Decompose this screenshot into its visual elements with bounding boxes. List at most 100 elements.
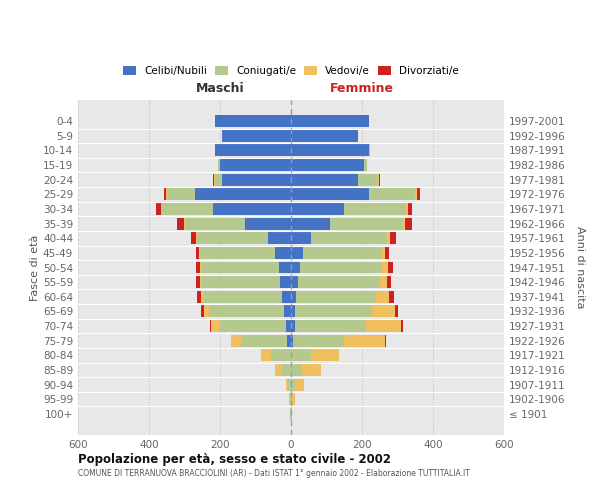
Bar xyxy=(408,203,412,215)
Bar xyxy=(200,247,275,259)
Bar xyxy=(200,276,202,288)
Bar xyxy=(291,232,311,244)
Bar xyxy=(222,174,291,186)
Bar xyxy=(200,262,202,274)
Bar xyxy=(241,334,287,346)
Bar xyxy=(291,408,292,420)
Bar xyxy=(291,364,302,376)
Bar xyxy=(199,247,200,259)
Bar xyxy=(358,174,378,186)
Bar xyxy=(302,364,321,376)
Bar xyxy=(304,247,382,259)
Text: Popolazione per età, sesso e stato civile - 2002: Popolazione per età, sesso e stato civil… xyxy=(78,452,391,466)
Bar xyxy=(290,408,291,420)
Bar xyxy=(415,188,417,200)
Bar xyxy=(287,334,291,346)
Bar xyxy=(178,218,184,230)
Bar xyxy=(382,247,385,259)
Bar xyxy=(291,218,330,230)
Bar xyxy=(395,306,398,318)
Bar xyxy=(387,276,391,288)
Bar xyxy=(209,306,284,318)
Bar xyxy=(330,218,403,230)
Bar xyxy=(389,291,394,303)
Bar xyxy=(280,276,291,288)
Bar xyxy=(295,320,365,332)
Bar xyxy=(389,232,396,244)
Bar xyxy=(311,350,339,362)
Bar xyxy=(298,276,380,288)
Bar xyxy=(213,174,214,186)
Bar xyxy=(286,320,291,332)
Bar xyxy=(387,232,389,244)
Bar xyxy=(295,378,304,390)
Bar xyxy=(213,203,291,215)
Bar xyxy=(406,203,408,215)
Bar xyxy=(222,130,291,142)
Bar xyxy=(401,320,403,332)
Bar xyxy=(202,262,278,274)
Bar xyxy=(268,232,291,244)
Bar xyxy=(385,334,386,346)
Bar xyxy=(275,364,282,376)
Bar xyxy=(295,306,371,318)
Bar xyxy=(371,306,395,318)
Bar xyxy=(201,306,204,318)
Bar xyxy=(191,232,196,244)
Bar xyxy=(220,159,291,171)
Bar xyxy=(369,188,415,200)
Bar xyxy=(204,306,209,318)
Bar xyxy=(220,320,286,332)
Bar xyxy=(214,174,215,186)
Bar xyxy=(296,291,376,303)
Bar xyxy=(291,159,364,171)
Bar xyxy=(215,174,222,186)
Bar xyxy=(403,218,404,230)
Bar xyxy=(292,393,295,405)
Bar xyxy=(417,188,420,200)
Bar xyxy=(291,334,293,346)
Bar xyxy=(291,276,298,288)
Bar xyxy=(365,320,401,332)
Bar xyxy=(164,188,166,200)
Bar xyxy=(167,188,195,200)
Bar xyxy=(385,247,389,259)
Bar xyxy=(261,350,271,362)
Bar xyxy=(166,188,167,200)
Bar xyxy=(282,291,291,303)
Bar xyxy=(196,276,200,288)
Bar xyxy=(196,262,200,274)
Bar xyxy=(157,203,161,215)
Bar xyxy=(291,188,369,200)
Bar xyxy=(290,393,291,405)
Bar xyxy=(300,262,382,274)
Text: Femmine: Femmine xyxy=(330,82,394,94)
Bar xyxy=(364,159,367,171)
Bar xyxy=(185,218,245,230)
Bar xyxy=(379,174,380,186)
Bar xyxy=(215,144,291,156)
Bar xyxy=(197,232,268,244)
Bar xyxy=(291,247,304,259)
Bar xyxy=(291,378,295,390)
Bar xyxy=(245,218,291,230)
Bar xyxy=(202,276,280,288)
Bar xyxy=(196,232,197,244)
Bar xyxy=(291,144,369,156)
Bar xyxy=(218,159,220,171)
Bar xyxy=(278,262,291,274)
Bar xyxy=(291,130,358,142)
Bar xyxy=(211,320,220,332)
Bar xyxy=(344,334,385,346)
Bar xyxy=(291,320,295,332)
Bar xyxy=(291,115,369,127)
Bar xyxy=(291,306,295,318)
Bar xyxy=(388,262,393,274)
Bar xyxy=(291,262,300,274)
Bar xyxy=(282,364,291,376)
Bar xyxy=(382,262,388,274)
Bar xyxy=(378,174,379,186)
Bar xyxy=(291,393,292,405)
Bar xyxy=(184,218,185,230)
Bar xyxy=(380,276,387,288)
